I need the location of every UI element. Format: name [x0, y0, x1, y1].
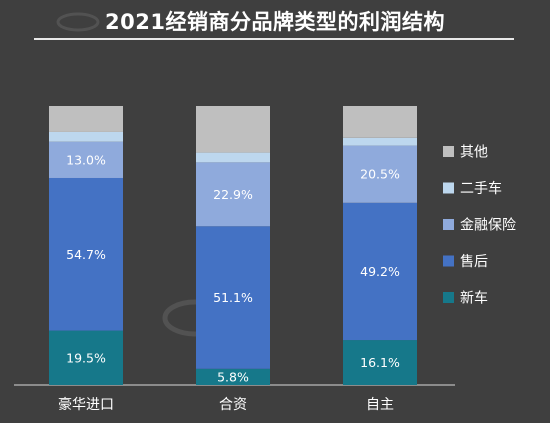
data-label-1-1: 19.5% — [66, 350, 106, 365]
data-label-2-3: 22.9% — [213, 187, 253, 202]
bar-segment-3-5 — [343, 106, 417, 138]
legend-swatch-4 — [443, 255, 454, 267]
data-label-3-2: 49.2% — [360, 264, 400, 279]
title-underline — [34, 38, 514, 40]
bar-segment-2-4 — [196, 152, 270, 163]
legend-swatch-2 — [443, 182, 454, 194]
data-label-2-1: 5.8% — [217, 369, 249, 384]
bar-segment-2-5 — [196, 106, 270, 153]
legend-swatch-1 — [443, 146, 454, 157]
bar-segment-1-2 — [49, 177, 123, 331]
legend-label-4: 售后 — [460, 254, 488, 270]
bar-segment-1-1 — [49, 330, 123, 385]
bar-segment-2-2 — [196, 226, 270, 369]
legend-label-5: 新车 — [460, 290, 488, 307]
data-label-1-3: 13.0% — [66, 152, 106, 167]
legend-label-3: 金融保险 — [460, 218, 516, 234]
chart-title: 2021经销商分品牌类型的利润结构 — [105, 10, 445, 34]
legend-label-1: 其他 — [460, 145, 488, 161]
bar-segment-2-1 — [196, 368, 270, 385]
bar-segment-1-3 — [49, 141, 123, 178]
bar-segment-1-5 — [49, 106, 123, 132]
bar-segment-3-2 — [343, 202, 417, 341]
bar-segment-3-1 — [343, 340, 417, 385]
legend-label-2: 二手车 — [460, 180, 502, 197]
x-tick-label-3: 自主 — [366, 397, 394, 413]
data-label-2-2: 51.1% — [213, 290, 253, 305]
bars-layer: 19.5% 54.7% 13.0% 5.8% 51.1% 22.9% 16.1% 49.2% 2… — [49, 106, 417, 385]
bar-segment-3-3 — [343, 145, 417, 203]
x-tick-label-2: 合资 — [219, 397, 247, 413]
data-label-3-1: 16.1% — [360, 355, 400, 370]
legend-swatch-5 — [443, 292, 454, 303]
data-label-1-2: 54.7% — [66, 247, 106, 262]
x-tick-label-1: 豪华进口 — [58, 397, 114, 413]
legend-swatch-3 — [443, 219, 454, 230]
x-tick-labels: 豪华进口 合资 自主 — [58, 397, 394, 413]
data-label-3-3: 20.5% — [360, 167, 400, 182]
bar-segment-1-4 — [49, 131, 123, 142]
bar-segment-3-4 — [343, 137, 417, 146]
bar-segment-2-3 — [196, 162, 270, 227]
